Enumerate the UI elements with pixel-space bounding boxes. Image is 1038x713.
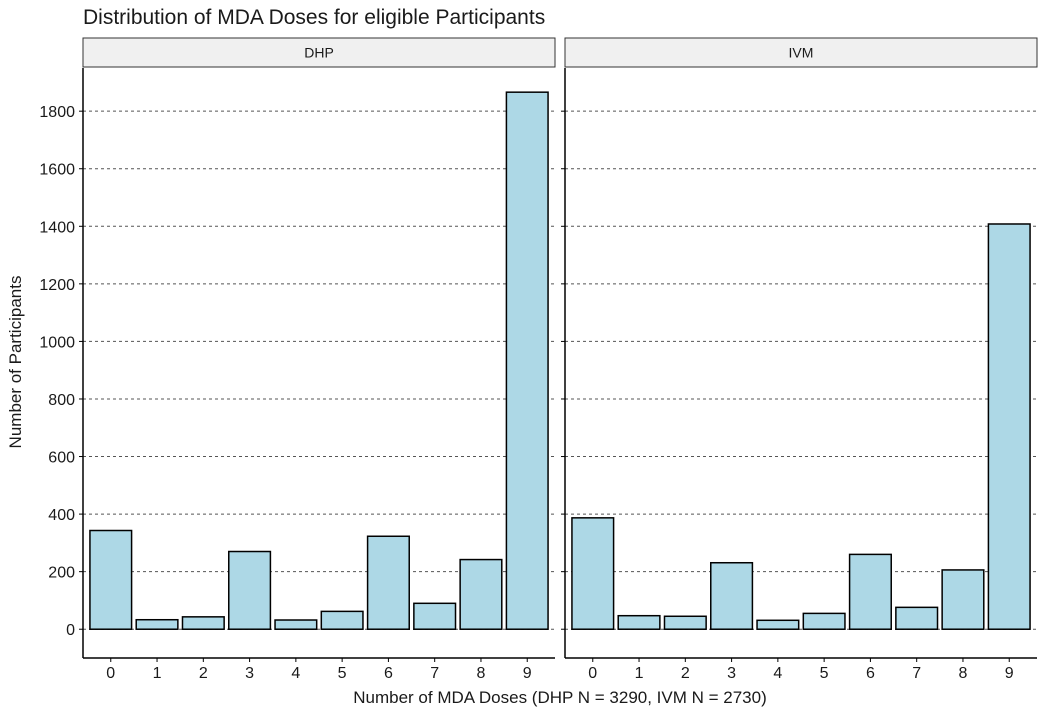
bar <box>413 602 457 630</box>
x-tick-label: 8 <box>959 665 968 682</box>
bar <box>617 614 661 630</box>
x-tick-label: 3 <box>245 665 254 682</box>
x-tick-label: 4 <box>291 665 300 682</box>
x-tick-label: 0 <box>106 665 115 682</box>
bar <box>181 616 225 630</box>
y-tick-label: 1200 <box>39 277 75 294</box>
y-axis-title: Number of Participants <box>6 276 25 449</box>
bar <box>710 561 754 630</box>
bar <box>505 91 549 630</box>
y-tick-label: 1000 <box>39 334 75 351</box>
x-tick-label: 1 <box>635 665 644 682</box>
x-tick-label: 2 <box>681 665 690 682</box>
x-tick-label: 0 <box>588 665 597 682</box>
bar <box>274 619 318 630</box>
y-tick-label: 400 <box>48 507 75 524</box>
x-tick-label: 2 <box>199 665 208 682</box>
bar <box>89 529 133 630</box>
bar <box>459 558 503 630</box>
strip-ivm <box>564 37 1038 68</box>
x-tick-label: 3 <box>727 665 736 682</box>
bar <box>895 606 939 630</box>
y-tick-label: 200 <box>48 565 75 582</box>
x-tick-label: 8 <box>477 665 486 682</box>
bar <box>663 615 707 630</box>
bar <box>135 618 179 630</box>
bar <box>848 553 892 630</box>
bar <box>802 612 846 630</box>
x-tick-label: 5 <box>820 665 829 682</box>
bar <box>941 569 985 630</box>
bar <box>320 610 364 630</box>
x-tick-label: 1 <box>153 665 162 682</box>
x-tick-label: 7 <box>912 665 921 682</box>
y-tick-label: 1800 <box>39 104 75 121</box>
panel-dhp: DHP 0 1 2 3 4 5 6 7 8 9 0 200 400 600 800 1000 1200 1400 16… <box>39 37 556 682</box>
y-tick-label: 1600 <box>39 162 75 179</box>
bar <box>756 619 800 630</box>
chart-title: Distribution of MDA Doses for eligible P… <box>83 6 545 29</box>
x-axis-title: Number of MDA Doses (DHP N = 3290, IVM N… <box>353 688 767 707</box>
x-tick-label: 4 <box>773 665 782 682</box>
y-tick-label: 1400 <box>39 219 75 236</box>
bar <box>228 550 272 630</box>
y-tick-label: 800 <box>48 392 75 409</box>
x-tick-label: 7 <box>430 665 439 682</box>
x-tick-label: 6 <box>384 665 393 682</box>
x-tick-label: 9 <box>1005 665 1014 682</box>
strip-label: DHP <box>304 45 334 61</box>
strip-dhp <box>82 37 556 68</box>
x-tick-label: 9 <box>523 665 532 682</box>
bar <box>571 517 615 630</box>
panel-ivm: IVM 0 1 2 3 4 5 6 7 8 9 <box>561 37 1038 682</box>
strip-label: IVM <box>789 45 814 61</box>
y-tick-label: 0 <box>66 622 75 639</box>
bar <box>366 535 410 630</box>
x-tick-label: 6 <box>866 665 875 682</box>
y-tick-label: 600 <box>48 450 75 467</box>
x-tick-label: 5 <box>338 665 347 682</box>
bar <box>987 223 1031 630</box>
